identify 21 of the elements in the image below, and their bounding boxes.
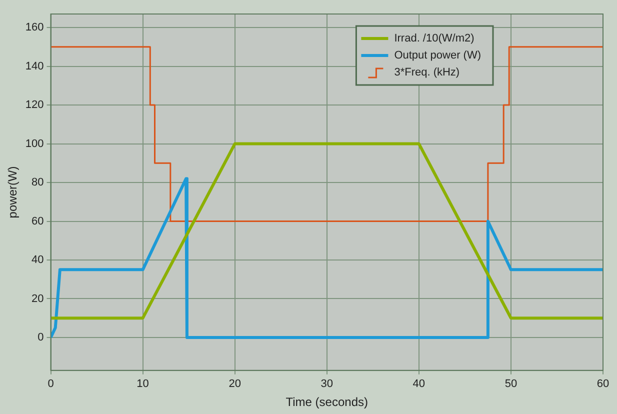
legend-label: Irrad. /10(W/m2) <box>394 32 474 45</box>
y-tick-label: 120 <box>25 99 44 112</box>
y-tick-label: 80 <box>32 176 44 189</box>
x-tick-label: 50 <box>504 378 518 390</box>
y-tick-label: 140 <box>25 60 44 72</box>
x-axis-title: Time (seconds) <box>286 395 368 410</box>
x-tick-label: 40 <box>412 378 426 390</box>
y-tick-label: 60 <box>32 215 44 228</box>
x-tick-label: 0 <box>48 378 54 390</box>
x-tick-label: 30 <box>320 378 333 390</box>
y-tick-label: 0 <box>38 332 44 344</box>
y-tick-label: 100 <box>25 138 44 150</box>
y-tick-label: 160 <box>25 22 44 34</box>
x-tick-label: 10 <box>136 378 149 390</box>
y-tick-label: 20 <box>32 292 44 305</box>
x-tick-label: 20 <box>228 378 241 390</box>
y-axis-title: power(W) <box>6 166 20 218</box>
legend-label: 3*Freq. (kHz) <box>394 66 460 79</box>
x-tick-label: 60 <box>596 378 610 390</box>
legend-label: Output power (W) <box>394 50 482 62</box>
y-tick-label: 40 <box>32 254 44 266</box>
